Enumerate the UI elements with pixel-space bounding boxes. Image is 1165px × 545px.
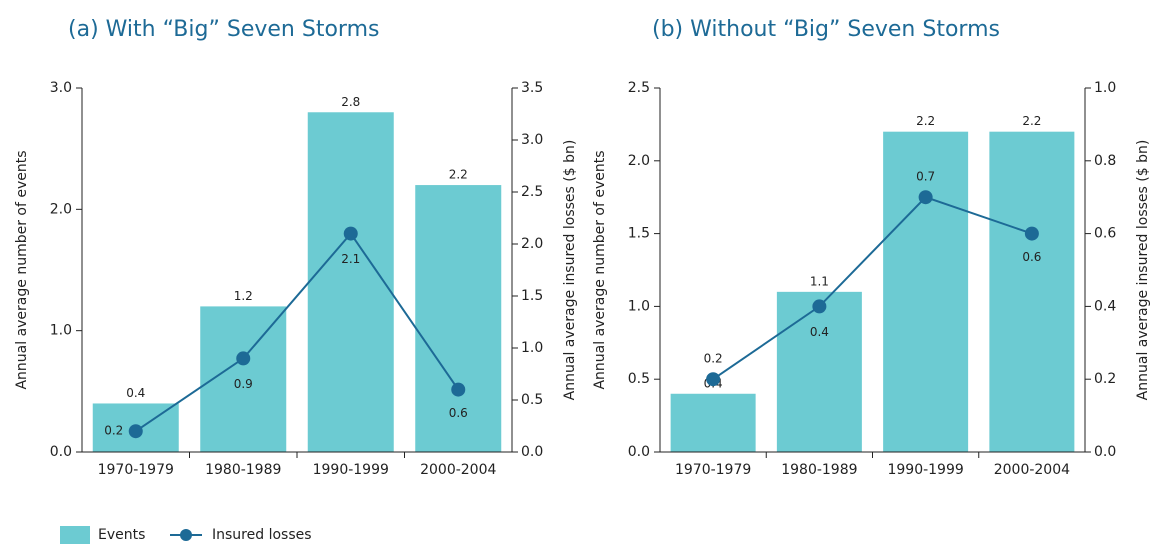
legend-label: Events — [98, 527, 145, 543]
legend-label: Insured losses — [212, 527, 312, 543]
x-tick-label: 1990-1999 — [313, 462, 389, 478]
line-marker — [812, 299, 827, 314]
x-tick-label: 1990-1999 — [887, 462, 963, 478]
data-label: 2.2 — [916, 114, 935, 128]
x-tick-label: 1980-1989 — [205, 462, 281, 478]
y-tick-label: 1.0 — [628, 298, 650, 314]
data-label: 2.1 — [341, 252, 360, 266]
y2-tick-label: 2.0 — [521, 236, 543, 252]
data-label: 0.4 — [126, 386, 145, 400]
data-label: 0.2 — [104, 424, 123, 438]
bar — [307, 112, 394, 453]
y2-tick-label: 0.0 — [1094, 444, 1116, 460]
y-tick-label: 1.5 — [628, 226, 650, 242]
y2-tick-label: 2.5 — [521, 184, 543, 200]
y2-tick-label: 0.8 — [1094, 153, 1116, 169]
data-label: 0.9 — [234, 377, 253, 391]
data-label: 0.2 — [704, 352, 723, 366]
line-marker — [236, 351, 251, 366]
chart-title: (a) With “Big” Seven Storms — [68, 17, 379, 42]
y2-tick-label: 0.2 — [1094, 371, 1116, 387]
data-label: 0.4 — [810, 325, 829, 339]
x-tick-label: 1970-1979 — [98, 462, 174, 478]
legend-marker — [180, 529, 192, 541]
data-label: 1.2 — [234, 289, 253, 303]
y-tick-label: 3.0 — [50, 80, 72, 96]
legend-swatch — [60, 526, 90, 544]
y-tick-label: 0.0 — [628, 444, 650, 460]
y2-tick-label: 0.5 — [521, 392, 543, 408]
line-marker — [451, 382, 466, 397]
bar — [776, 291, 862, 452]
y2-tick-label: 0.6 — [1094, 226, 1116, 242]
y-tick-label: 0.5 — [628, 371, 650, 387]
y-tick-label: 1.0 — [50, 323, 72, 339]
y2-tick-label: 3.5 — [521, 80, 543, 96]
y2-tick-label: 1.5 — [521, 288, 543, 304]
x-tick-label: 1980-1989 — [781, 462, 857, 478]
line-marker — [343, 226, 358, 241]
chart-title: (b) Without “Big” Seven Storms — [652, 17, 1000, 42]
y-tick-label: 2.5 — [628, 80, 650, 96]
y-tick-label: 2.0 — [50, 201, 72, 217]
x-tick-label: 1970-1979 — [675, 462, 751, 478]
data-label: 2.2 — [449, 168, 468, 182]
line-marker — [706, 372, 721, 387]
data-label: 2.8 — [341, 95, 360, 109]
line-marker — [1024, 226, 1039, 241]
data-label: 0.6 — [449, 406, 468, 420]
bar — [883, 131, 969, 452]
data-label: 2.2 — [1022, 114, 1041, 128]
data-label: 0.7 — [916, 170, 935, 184]
bar — [200, 306, 287, 452]
y-tick-label: 2.0 — [628, 153, 650, 169]
line — [712, 196, 1033, 381]
bar — [670, 393, 756, 452]
line-marker — [918, 190, 933, 205]
x-tick-label: 2000-2004 — [420, 462, 496, 478]
bar — [989, 131, 1075, 452]
y-axis-label: Annual average number of events — [592, 150, 608, 389]
y2-axis-label: Annual average insured losses ($ bn) — [1135, 140, 1151, 401]
x-tick-label: 2000-2004 — [994, 462, 1070, 478]
y2-tick-label: 0.4 — [1094, 298, 1116, 314]
data-label: 0.6 — [1022, 250, 1041, 264]
y2-tick-label: 3.0 — [521, 132, 543, 148]
y-axis-label: Annual average number of events — [14, 150, 30, 389]
y2-tick-label: 1.0 — [521, 340, 543, 356]
y2-axis-label: Annual average insured losses ($ bn) — [562, 140, 578, 401]
data-label: 1.1 — [810, 274, 829, 288]
bar — [415, 185, 502, 453]
line — [135, 231, 460, 433]
y2-tick-label: 1.0 — [1094, 80, 1116, 96]
y-tick-label: 0.0 — [50, 444, 72, 460]
y2-tick-label: 0.0 — [521, 444, 543, 460]
line-marker — [128, 424, 143, 439]
